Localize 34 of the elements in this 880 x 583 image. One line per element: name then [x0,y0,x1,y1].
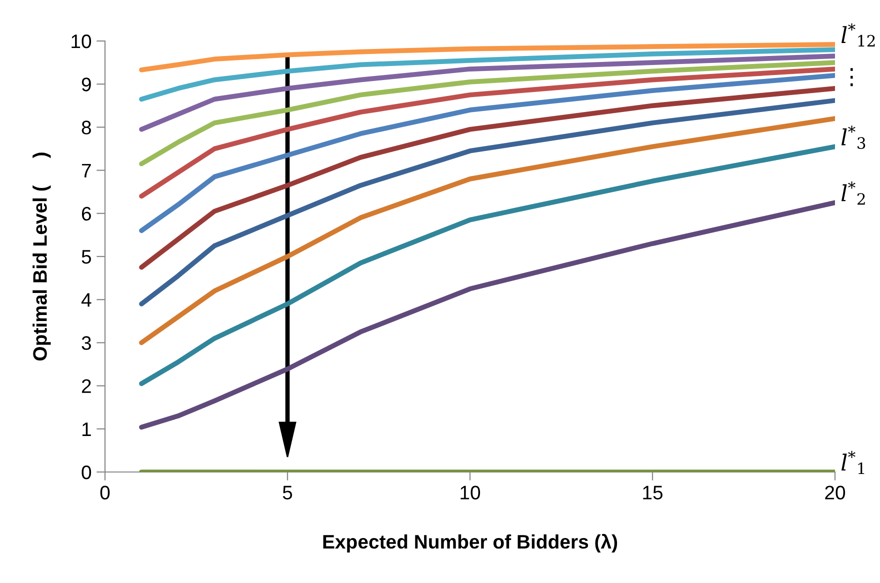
y-axis-title: Optimal Bid Level ( ) [32,152,51,360]
series-label: l$^{*}$$_{2}$ [841,182,865,205]
y-tick-label: 3 [82,336,91,350]
series-label: l$^{*}$$_{1}$ [841,450,864,474]
x-tick-label: 20 [825,486,846,500]
y-tick-label: 4 [81,293,92,307]
line-series [139,98,835,306]
series-label: l$^{*}$$_{12}$ [841,23,875,46]
line-series [139,73,835,234]
line-series [139,116,835,346]
x-tick-label: 0 [100,486,110,500]
line-series [139,60,835,166]
x-tick-label: 5 [282,486,292,500]
series-label: l$^{*}$$_{3}$ [841,126,866,149]
y-tick-label: 10 [72,34,92,48]
y-tick-label: 7 [82,164,91,178]
line-series [139,200,835,430]
y-tick-label: 2 [82,379,91,393]
y-tick-label: 5 [82,250,91,264]
y-tick-label: 9 [82,78,91,92]
line-series [139,144,835,386]
x-tick-label: 10 [460,486,480,500]
line-series [139,86,835,270]
line-series [139,42,835,72]
line-series [139,54,835,132]
x-tick-label: 15 [643,486,662,500]
y-tick-label: 1 [82,422,91,436]
y-tick-label: 0 [82,465,92,480]
y-tick-label: 8 [82,120,91,134]
line-series [139,66,835,199]
annotation: ⋮ [850,68,853,86]
y-tick-label: 6 [82,206,91,221]
x-axis-title: Expected Number of Bidders (λ) [323,534,618,553]
line-series [139,47,835,102]
